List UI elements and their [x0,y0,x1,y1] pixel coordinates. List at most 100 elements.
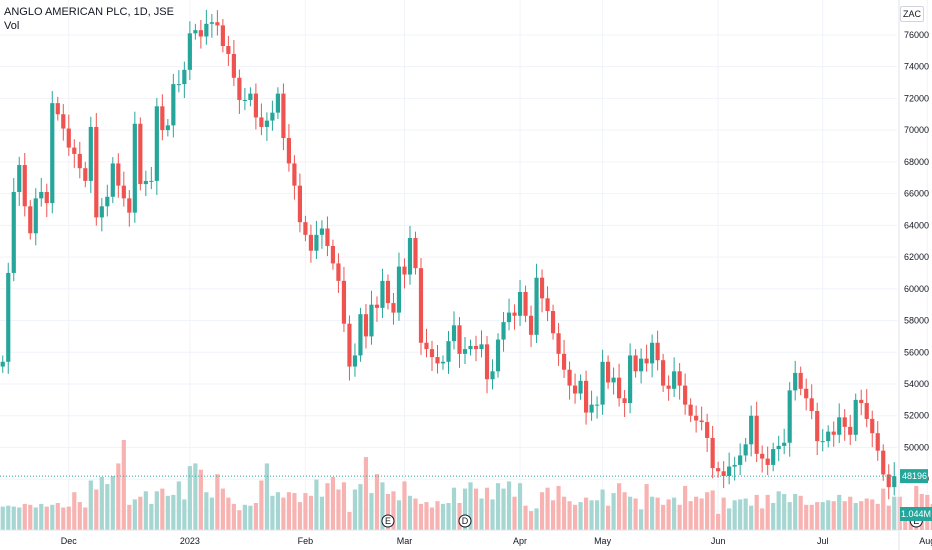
volume-bar [424,502,429,530]
volume-bar [209,497,214,530]
candle-body [77,153,82,169]
volume-bar [413,498,418,530]
y-tick-label: 50000 [904,442,929,452]
volume-bar [154,491,159,530]
volume-bar [545,487,550,530]
volume-bar [622,492,627,530]
candle-body [567,369,572,386]
candle-body [253,93,258,118]
x-tick-label: Feb [298,536,314,546]
volume-label: Vol [4,20,20,32]
volume-bar [143,491,148,530]
candle-body [826,431,831,442]
volume-bar [165,495,170,530]
candle-body [468,345,473,350]
volume-bar [303,493,308,530]
candle-body [633,355,638,372]
volume-bar [314,479,319,530]
candle-body [110,163,115,197]
candle-body [358,314,363,356]
volume-bar [462,488,468,530]
candle-body [33,198,38,234]
y-tick-label: 62000 [904,252,929,262]
candle-body [617,377,622,399]
volume-bar [319,496,325,530]
candle-body [39,192,44,199]
volume-bar [336,489,341,530]
volume-bar [484,487,490,530]
volume-bar [402,481,407,530]
volume-bar [105,484,110,530]
candle-body [336,263,341,281]
candle-body [281,93,286,139]
x-tick-label: May [594,536,612,546]
candle-body [11,192,16,273]
candle-body [875,433,880,451]
candle-body [28,206,33,234]
earnings-marker[interactable] [381,514,395,528]
candle-body [776,445,781,450]
currency-badge[interactable]: ZAC [900,6,924,22]
x-tick-label: Dec [61,536,78,546]
candle-body [804,388,809,399]
candle-body [171,84,176,126]
candle-body [765,458,770,465]
candle-body [402,266,407,275]
x-tick-label: Jun [711,536,726,546]
candle-body [710,437,715,469]
candle-body [528,315,534,335]
candle-body [683,385,688,405]
volume-bar [325,483,330,530]
volume-bar [286,492,292,530]
candle-body [732,464,737,467]
volume-bar [347,512,352,530]
volume-bar [787,502,792,530]
candle-body [611,377,616,383]
candle-body [22,165,27,207]
candle-body [451,325,457,342]
candlesticks[interactable] [0,9,897,500]
candle-body [870,418,875,434]
volume-bar [457,503,462,530]
y-tick-label: 58000 [904,316,929,326]
candle-body [352,355,358,367]
candle-body [600,361,605,405]
volume-bar [242,504,247,530]
volume-bar [639,509,644,530]
volume-bar [204,492,209,530]
candle-body [121,185,126,199]
candle-body [149,180,154,182]
candle-body [572,385,578,394]
candle-body [749,415,754,445]
volume-bar [138,496,143,530]
volume-bar [683,485,688,530]
volume-bar [363,457,369,530]
y-tick-label: 54000 [904,379,929,389]
candle-body [727,466,732,477]
volume-bar [479,498,484,530]
volume-bar [341,482,347,530]
candle-body [330,245,336,264]
candle-body [820,441,825,443]
candle-body [391,303,396,313]
volume-bar [215,474,220,530]
candle-body [374,304,380,308]
volume-bar [429,507,435,530]
volume-bar [193,463,198,530]
volume-bar [633,498,638,530]
dividend-marker[interactable] [458,514,472,528]
x-tick-label: Aug [919,536,932,546]
volume-bar [110,476,115,530]
volume-bar [705,492,710,530]
volume-bar [132,499,137,530]
volume-bar [760,508,765,530]
event-marker-label: E [385,516,391,526]
candle-body [892,476,897,488]
volume-bar [237,510,242,530]
volume-bar [661,504,666,530]
candle-body [99,206,104,218]
volume-bar [281,497,286,530]
candle-body [771,449,776,465]
candle-body [127,198,132,213]
